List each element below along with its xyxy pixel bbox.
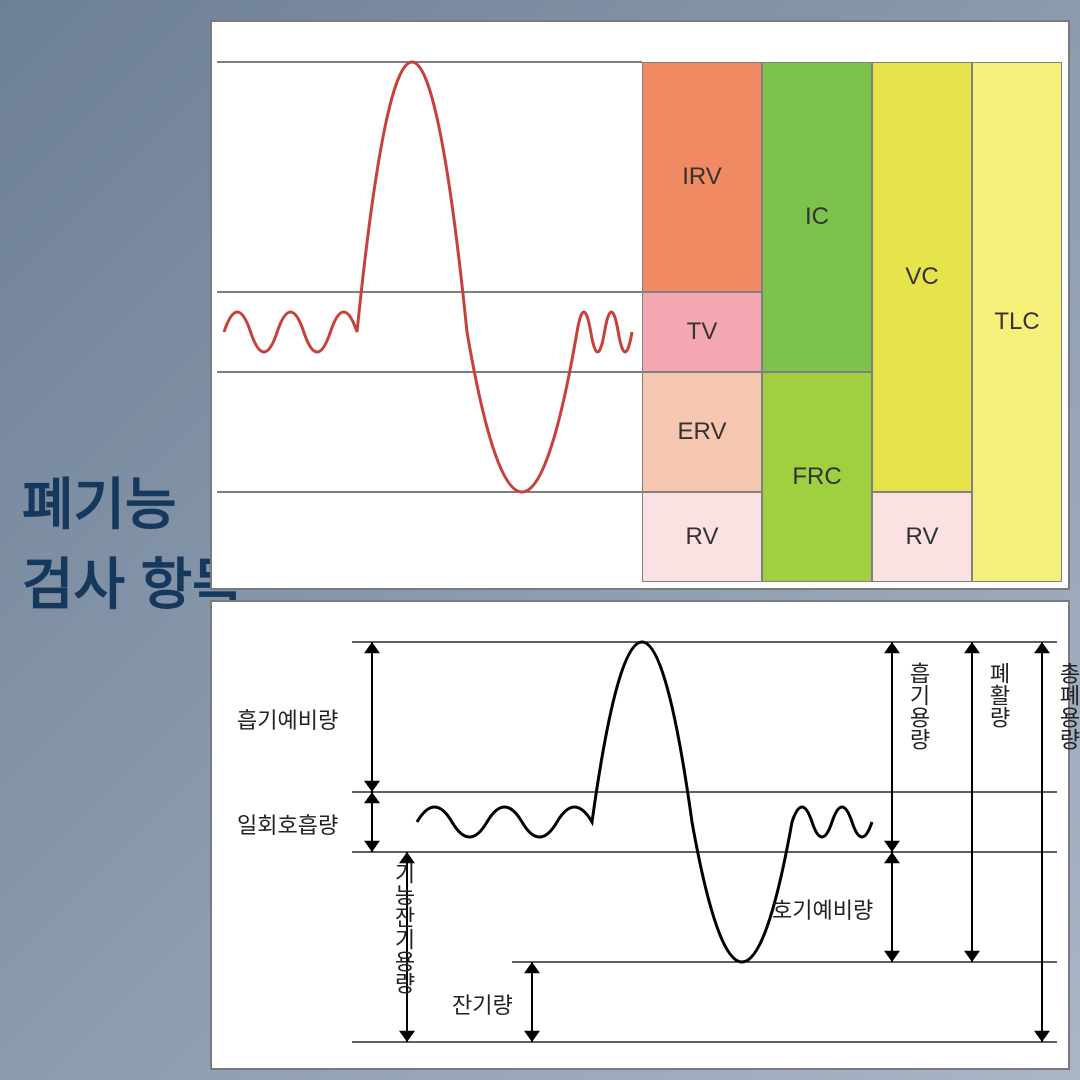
volume-arrow-label: 흡기예비량 [237,703,338,735]
lung-volumes-colored-diagram: IRV TV ERV RV IC FRC VC RV TLC [210,20,1070,590]
volume-cell-label: FRC [792,463,841,491]
volume-cell-tlc: TLC [972,62,1062,582]
volume-cell-vc: VC [872,62,972,492]
volume-arrow-label: 잔기량 [452,988,513,1020]
volume-cell-label: TLC [994,308,1039,336]
volume-arrow-label: 일회호흡량 [237,808,338,840]
volume-cell-erv: ERV [642,372,762,492]
volume-cell-ic: IC [762,62,872,372]
volume-cell-label: VC [905,263,938,291]
volume-arrow-label: 기능잔기용량 [387,862,419,994]
volume-cell-rv: RV [642,492,762,582]
volume-arrow-label: 폐활량 [982,662,1014,728]
title-line1: 폐기능 [22,460,177,541]
volume-cell-rv: RV [872,492,972,582]
lung-volumes-arrow-diagram: 흡기예비량일회호흡량기능잔기용량잔기량흡기용량호기예비량폐활량총폐용량 [210,600,1070,1070]
volume-cell-label: IC [805,203,829,231]
volume-arrow-label: 총폐용량 [1052,662,1080,750]
volume-cell-tv: TV [642,292,762,372]
volume-cell-label: ERV [678,418,727,446]
volume-cell-label: TV [687,318,718,346]
volume-cell-frc: FRC [762,372,872,582]
volume-cell-label: RV [686,523,719,551]
volume-arrow-label: 흡기용량 [902,662,934,750]
volume-arrow-label: 호기예비량 [772,893,873,925]
volume-cell-label: IRV [682,163,722,191]
volume-cell-irv: IRV [642,62,762,292]
volume-cell-label: RV [906,523,939,551]
